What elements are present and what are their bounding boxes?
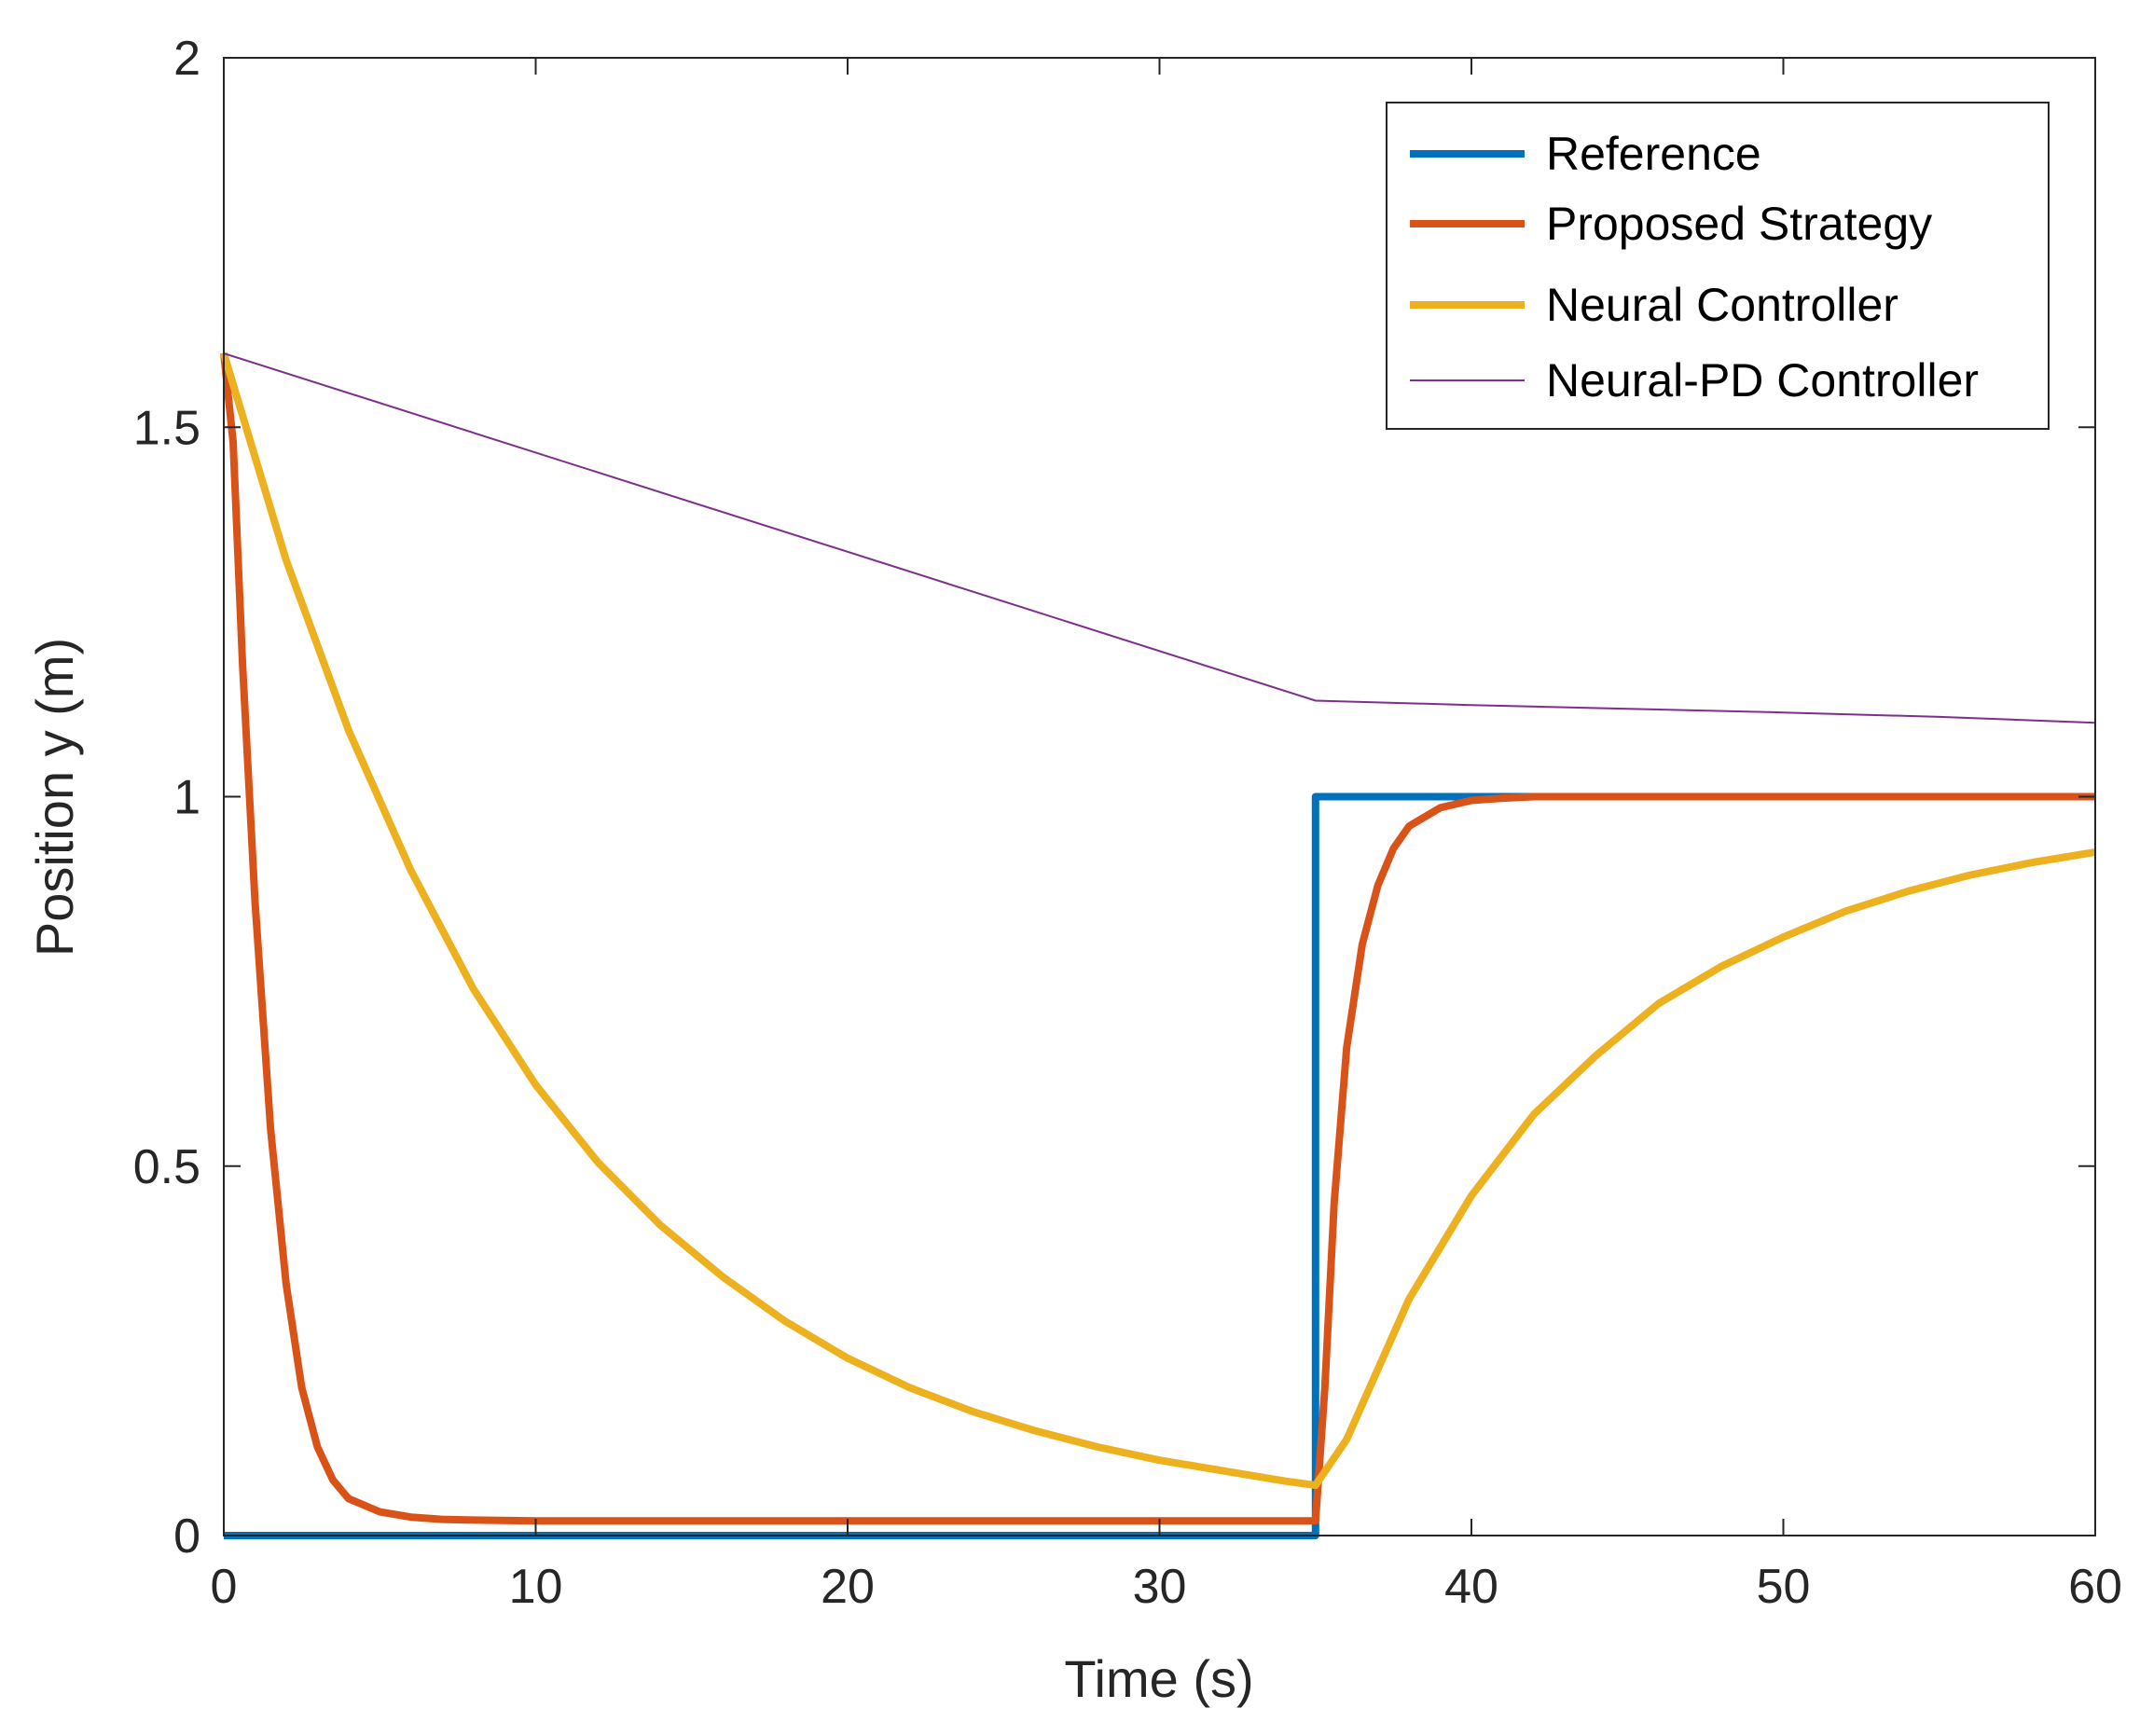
- legend-label: Neural-PD Controller: [1546, 354, 1979, 406]
- x-tick-label: 50: [1757, 1560, 1811, 1614]
- legend-label: Neural Controller: [1546, 279, 1898, 331]
- x-tick-label: 20: [821, 1560, 875, 1614]
- x-tick-label: 60: [2068, 1560, 2122, 1614]
- x-axis-label: Time (s): [1064, 1649, 1253, 1708]
- y-tick-label: 0: [173, 1509, 200, 1564]
- legend-entries: Reference Proposed Strategy Neural Control…: [1410, 128, 1979, 406]
- y-tick-label: 1: [173, 771, 200, 825]
- y-tick-label: 0.5: [133, 1140, 200, 1194]
- x-tick-label: 30: [1133, 1560, 1187, 1614]
- series-line-neural-controller: [220, 351, 2096, 1490]
- y-axis-label: Position y (m): [25, 638, 84, 957]
- x-tick-label: 40: [1444, 1560, 1498, 1614]
- series-line-proposed-strategy: [220, 352, 2095, 1525]
- x-tick-label: 0: [211, 1560, 238, 1614]
- y-tick-label: 2: [173, 32, 200, 86]
- legend-label: Proposed Strategy: [1546, 198, 1932, 250]
- legend: Reference Proposed Strategy Neural Control…: [1386, 102, 2050, 430]
- series-line-neural-pd-controller: [223, 352, 2096, 724]
- x-tick-label: 10: [509, 1560, 563, 1614]
- tick-layer: 0 10 20 30 40 50 60 0 0.5 1 1.5 2: [133, 32, 2122, 1614]
- y-tick-label: 1.5: [133, 401, 200, 455]
- legend-label: Reference: [1546, 128, 1761, 180]
